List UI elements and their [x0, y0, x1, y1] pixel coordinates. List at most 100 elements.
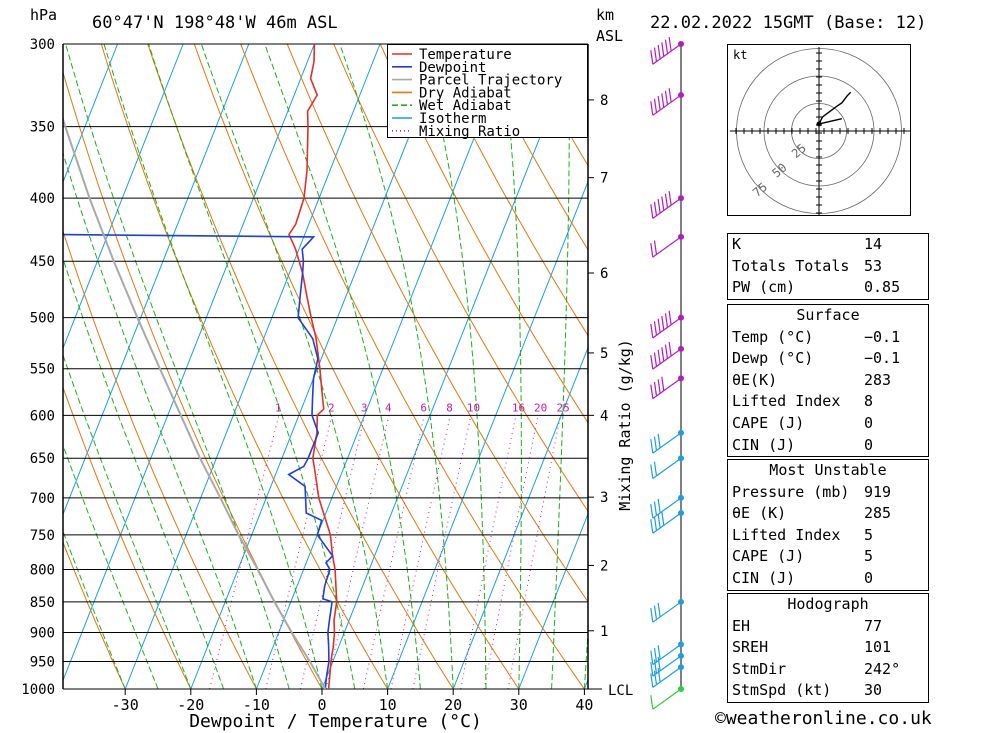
isotherm-line — [321, 44, 578, 689]
mixing-ratio-tick-label: 10 — [467, 401, 480, 414]
legend-entry: Parcel Trajectory — [419, 73, 562, 89]
isotherm-line — [452, 346, 588, 689]
datetime-title: 22.02.2022 15GMT (Base: 12) — [650, 13, 927, 33]
x-tick-label: 0 — [317, 696, 326, 714]
series-dewpoint — [63, 233, 334, 689]
table-row: Temp (°C) −0.1 — [728, 327, 928, 349]
x-axis-label: Dewpoint / Temperature (°C) — [189, 711, 482, 732]
row-value: 53 — [864, 256, 883, 275]
row-value: 919 — [864, 482, 892, 501]
wind-barb — [650, 191, 684, 219]
wind-barb — [650, 652, 684, 677]
x-tick-label: 30 — [510, 696, 528, 714]
table-row: PW (cm) 0.85 — [728, 277, 928, 299]
wind-barb — [650, 598, 684, 623]
mixing-ratio-tick-label: 25 — [556, 401, 569, 414]
wet-adiabat-line — [551, 44, 570, 689]
table-row: StmDir 242° — [728, 659, 928, 681]
pressure-tick-label: 400 — [30, 191, 55, 207]
wind-barb — [650, 375, 684, 400]
row-label: Totals Totals — [732, 256, 850, 275]
wind-barb — [650, 641, 684, 666]
row-label: CAPE (J) — [732, 413, 805, 432]
indices-surface-table: Surface Temp (°C) −0.1 Dewp (°C) −0.1 θE(K) 28… — [727, 304, 929, 458]
pressure-tick-label: 650 — [30, 451, 55, 467]
mixing-ratio-line — [209, 415, 280, 689]
wind-barb — [650, 664, 684, 688]
dry-adiabat-line — [240, 44, 585, 689]
row-value: 0.85 — [864, 278, 901, 297]
indices-basic-table: K 14 Totals Totals 53 PW (cm) 0.85 — [727, 233, 929, 300]
table-row: SREH 101 — [728, 637, 928, 659]
table-row: Dewp (°C) −0.1 — [728, 348, 928, 370]
mixing-ratio-line — [362, 415, 425, 689]
legend-entry: Dewpoint — [419, 60, 486, 76]
row-label: θE (K) — [732, 504, 787, 523]
row-label: Pressure (mb) — [732, 482, 850, 501]
wet-adiabat-line — [63, 151, 257, 689]
row-value: 283 — [864, 370, 892, 389]
row-label: StmSpd (kt) — [732, 681, 832, 700]
row-label: Lifted Index — [732, 525, 841, 544]
pressure-tick-label: 950 — [30, 655, 55, 671]
pressure-tick-label: 550 — [30, 362, 55, 378]
isotherm-line — [63, 44, 250, 516]
series-parcel-trajectory — [63, 116, 327, 689]
row-value: 0 — [864, 413, 874, 432]
row-value: 5 — [864, 525, 874, 544]
mixing-ratio-tick-label: 16 — [512, 401, 525, 414]
row-label: CAPE (J) — [732, 547, 805, 566]
wet-adiabat-line — [65, 44, 290, 689]
dry-adiabat-line — [63, 386, 192, 689]
chart-legend: Temperature Dewpoint Parcel Trajectory Dry … — [387, 44, 588, 139]
isotherm-line — [255, 44, 512, 689]
pressure-tick-label: 500 — [30, 311, 55, 327]
series-temperature — [288, 44, 338, 689]
x-tick-label: -30 — [112, 696, 139, 714]
height-tick-label: 1 — [600, 624, 608, 640]
hodograph-ring-label: 50 — [769, 160, 789, 180]
table-row: Pressure (mb) 919 — [728, 482, 928, 504]
pressure-tick-label: 1000 — [21, 682, 55, 698]
row-value: 0 — [864, 435, 874, 454]
wet-adiabat-line — [339, 44, 454, 689]
isotherm-line — [190, 44, 447, 689]
height-unit-km: km — [596, 6, 615, 24]
dry-adiabat-line — [100, 44, 389, 689]
row-label: CIN (J) — [732, 435, 796, 454]
height-tick-label: 2 — [600, 558, 608, 574]
wind-barb — [650, 341, 684, 370]
wind-barb — [650, 494, 684, 519]
wind-barb — [650, 37, 684, 65]
mixing-ratio-axis-label: Mixing Ratio (g/kg) — [616, 339, 634, 511]
indices-hodograph-table: Hodograph EH 77 SREH 101 StmDir 242° StmSpd (kt… — [727, 593, 929, 703]
pressure-unit-label: hPa — [30, 6, 58, 24]
table-title: Surface — [796, 306, 860, 324]
wet-adiabat-line — [500, 44, 522, 689]
height-tick-label: 4 — [600, 408, 608, 424]
table-row: EH 77 — [728, 616, 928, 638]
height-tick-label: 8 — [600, 93, 608, 109]
row-label: CIN (J) — [732, 568, 796, 587]
pressure-tick-label: 800 — [30, 562, 55, 578]
wind-barb — [650, 233, 684, 258]
wind-barb — [650, 455, 684, 479]
dry-adiabat-line — [379, 44, 588, 424]
table-row: Lifted Index 5 — [728, 525, 928, 547]
hodograph-ring-label: 75 — [750, 180, 770, 200]
mixing-ratio-tick-label: 20 — [534, 401, 547, 414]
wet-adiabat-line — [103, 44, 323, 689]
isotherm-line — [518, 512, 588, 689]
legend-entry: Wet Adiabat — [419, 98, 512, 114]
pressure-tick-label: 700 — [30, 491, 55, 507]
row-label: K — [732, 235, 742, 253]
row-value: 14 — [864, 235, 883, 253]
pressure-tick-label: 300 — [30, 37, 55, 53]
pressure-tick-label: 900 — [30, 626, 55, 642]
dry-adiabat-line — [63, 540, 126, 689]
hodograph-ring-label: 25 — [789, 141, 809, 161]
row-label: Temp (°C) — [732, 327, 814, 346]
x-tick-label: 20 — [444, 696, 462, 714]
wind-barb — [650, 429, 684, 454]
